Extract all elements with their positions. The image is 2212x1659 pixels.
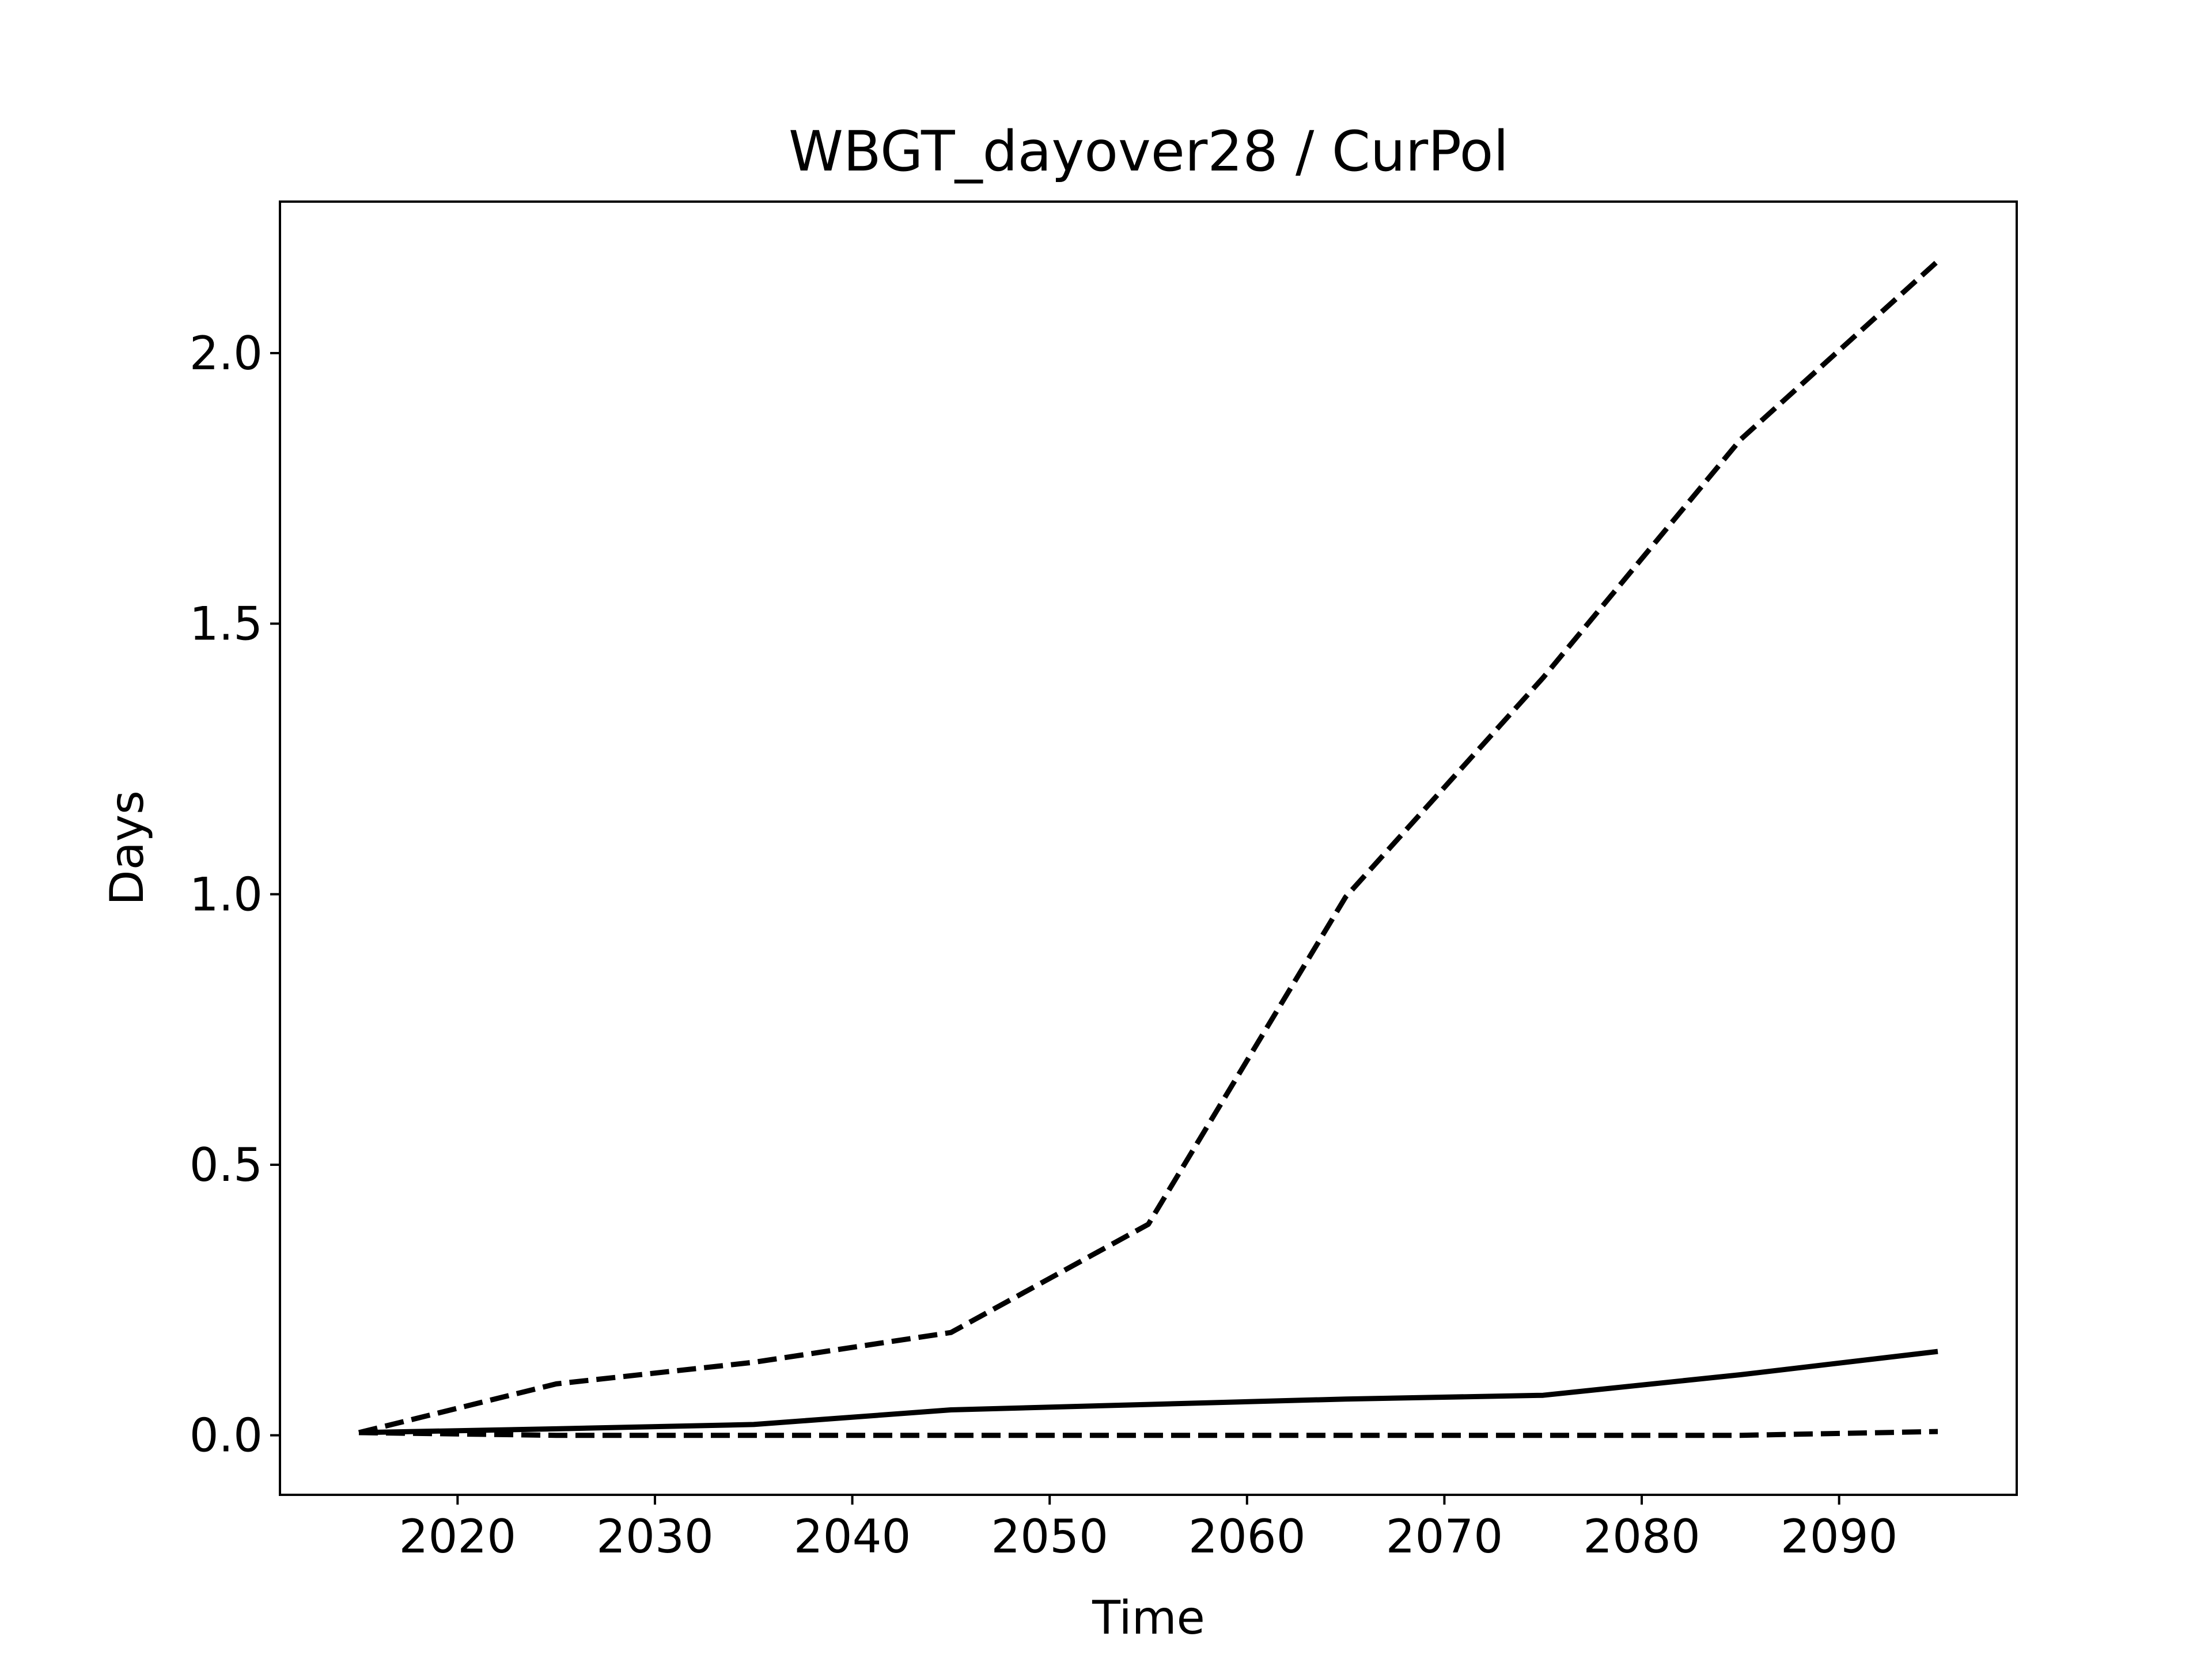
y-tick-label-1.0: 1.0 [190, 868, 263, 921]
x-tick-label-2050: 2050 [991, 1510, 1108, 1563]
series-line-3-dashed [358, 1429, 1938, 1438]
y-tick-label-0.0: 0.0 [190, 1409, 263, 1463]
x-tick-label-2080: 2080 [1583, 1510, 1700, 1563]
plot-area-frame [279, 200, 2018, 1496]
chart-title: WBGT_dayover28 / CurPol [789, 119, 1509, 184]
y-axis-ticks: 0.0 0.5 1.0 1.5 2.0 [190, 327, 280, 1463]
x-tick-label-2040: 2040 [794, 1510, 911, 1563]
y-tick-label-0.5: 0.5 [190, 1138, 263, 1192]
series-line-2-dashed [358, 259, 1940, 1435]
x-tick-label-2060: 2060 [1188, 1510, 1306, 1563]
x-tick-label-2020: 2020 [399, 1510, 517, 1563]
x-axis-ticks: 2020 2030 2040 2050 2060 2070 2080 2090 [399, 1495, 1898, 1563]
series-layer [358, 259, 1940, 1438]
y-tick-label-2.0: 2.0 [190, 327, 263, 380]
series-line-1-solid [358, 1349, 1938, 1435]
x-tick-label-2070: 2070 [1386, 1510, 1503, 1563]
y-tick-label-1.5: 1.5 [190, 597, 263, 651]
x-tick-label-2090: 2090 [1781, 1510, 1898, 1563]
x-axis-label: Time [1092, 1591, 1205, 1645]
y-axis-label: Days [100, 790, 154, 906]
x-tick-label-2030: 2030 [596, 1510, 714, 1563]
